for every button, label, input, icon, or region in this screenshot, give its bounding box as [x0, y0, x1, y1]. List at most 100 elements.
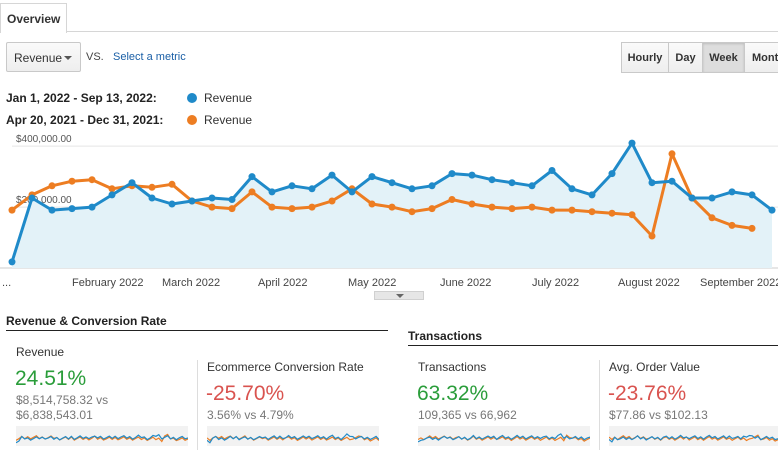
x-tick-label: March 2022: [162, 277, 220, 289]
chevron-down-icon: [64, 56, 72, 60]
previous-series-point: [168, 180, 176, 188]
x-tick-label: May 2022: [348, 277, 396, 289]
current-series-point: [548, 167, 556, 174]
granularity-week-button[interactable]: Week: [702, 42, 745, 73]
previous-series-point: [468, 200, 476, 208]
sparkline-avg-order-value: [609, 426, 778, 446]
kpi-compare-transactions: 109,365 vs 66,962: [418, 408, 517, 422]
current-series-point: [508, 179, 516, 187]
legend-label-previous: Revenue: [204, 113, 253, 127]
current-series-point: [148, 194, 156, 202]
legend-dot-previous: [187, 115, 197, 125]
previous-series-point: [228, 205, 236, 213]
current-series-point: [588, 191, 596, 199]
previous-series-point: [108, 185, 116, 193]
kpi-label-avg-order-value[interactable]: Avg. Order Value: [609, 360, 700, 374]
granularity-day-button[interactable]: Day: [668, 42, 703, 73]
kpi-change-avg-order-value: -23.76%: [608, 382, 687, 405]
granularity-hourly-button[interactable]: Hourly: [621, 42, 669, 73]
sparkline-current-line: [609, 434, 778, 443]
chevron-down-icon: [396, 294, 404, 298]
current-series-point: [128, 179, 136, 187]
section-title-transactions: Transactions: [408, 329, 483, 343]
previous-series-point: [588, 208, 596, 216]
current-series-point: [368, 173, 376, 181]
current-series-point: [248, 173, 256, 181]
current-series-point: [8, 258, 16, 266]
previous-series-point: [208, 203, 216, 211]
metric-select[interactable]: Revenue: [6, 42, 81, 72]
kpi-change-conversion-rate: -25.70%: [206, 382, 285, 405]
current-series-point: [668, 177, 676, 185]
legend-label-current: Revenue: [204, 91, 253, 105]
legend-range-previous: Apr 20, 2021 - Dec 31, 2021:: [6, 113, 164, 127]
y-tick-label: $400,000.00: [16, 134, 72, 145]
current-series-point: [208, 194, 216, 202]
kpi-change-transactions: 63.32%: [417, 382, 489, 405]
select-metric-link[interactable]: Select a metric: [113, 51, 186, 63]
kpi-change-revenue: 24.51%: [15, 367, 87, 390]
current-series-point: [688, 194, 696, 202]
previous-series-point: [508, 205, 516, 213]
x-tick-label: ...: [2, 277, 11, 289]
previous-series-point: [248, 188, 256, 196]
current-series-point: [228, 196, 236, 203]
kpi-compare-revenue-line1: $8,514,758.32 vs: [16, 393, 109, 407]
granularity-month-button[interactable]: Mont: [744, 42, 778, 73]
x-tick-label: August 2022: [618, 277, 680, 289]
current-series-point: [528, 182, 536, 190]
previous-series-point: [368, 200, 376, 208]
revenue-line-chart: $400,000.00 $200,000.00... February 2022 Ma…: [0, 134, 778, 289]
previous-series-point: [88, 176, 96, 184]
previous-series-point: [48, 182, 56, 190]
previous-series-point: [528, 203, 536, 211]
previous-series-point: [448, 196, 456, 203]
previous-series-point: [428, 205, 436, 213]
previous-series-point: [308, 203, 316, 211]
current-series-point: [728, 188, 736, 196]
x-tick-label: June 2022: [440, 277, 491, 289]
kpi-label-conversion-rate[interactable]: Ecommerce Conversion Rate: [207, 360, 364, 374]
current-series-point: [188, 197, 196, 205]
kpi-label-revenue[interactable]: Revenue: [16, 345, 65, 359]
current-series-point: [428, 182, 436, 190]
current-series-point: [48, 206, 56, 214]
current-series-point: [68, 205, 76, 213]
previous-series-point: [488, 203, 496, 211]
current-series-point: [308, 185, 316, 193]
legend-range-current: Jan 1, 2022 - Sep 13, 2022:: [6, 91, 157, 105]
x-tick-label: July 2022: [532, 277, 579, 289]
kpi-compare-avg-order-value: $77.86 vs $102.13: [609, 408, 708, 422]
x-tick-label: September 2022: [700, 277, 778, 289]
current-series-point: [328, 171, 336, 179]
legend-dot-current: [187, 93, 197, 103]
section-title-revenue-conversion: Revenue & Conversion Rate: [6, 314, 167, 328]
kpi-compare-revenue-line2: $6,838,543.01: [16, 408, 93, 422]
vs-label: VS.: [86, 51, 104, 63]
tab-overview[interactable]: Overview: [0, 3, 67, 33]
section-rule-left: [6, 330, 388, 331]
previous-series-point: [68, 177, 76, 185]
current-series-point: [108, 191, 116, 199]
sparkline-background: [418, 426, 590, 446]
sparkline-current-line: [207, 433, 379, 444]
previous-series-point: [328, 197, 336, 205]
kpi-divider: [197, 360, 198, 450]
previous-series-point: [628, 211, 636, 219]
previous-series-point: [608, 209, 616, 217]
chart-scroll-handle[interactable]: [374, 291, 424, 300]
previous-series-point: [708, 214, 716, 222]
current-series-point: [408, 185, 416, 193]
kpi-divider: [599, 360, 600, 450]
previous-series-point: [8, 206, 16, 214]
current-series-point: [748, 191, 756, 199]
kpi-label-transactions[interactable]: Transactions: [418, 360, 487, 374]
previous-series-point: [728, 221, 736, 229]
previous-series-point: [648, 232, 656, 240]
metric-select-value: Revenue: [14, 51, 63, 65]
current-series-point: [388, 179, 396, 187]
previous-series-point: [668, 150, 676, 158]
sparkline-background: [16, 426, 188, 446]
current-series-point: [468, 171, 476, 179]
current-series-point: [488, 176, 496, 184]
